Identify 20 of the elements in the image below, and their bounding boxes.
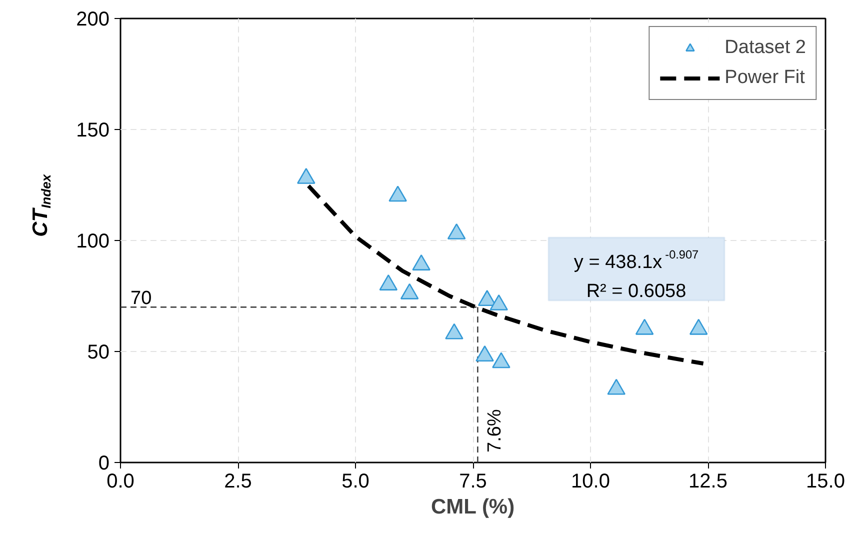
legend-label: Dataset 2 xyxy=(724,37,806,59)
x-tick-label: 0.0 xyxy=(106,470,134,492)
x-tick-label: 5.0 xyxy=(342,470,370,492)
y-tick-label: 150 xyxy=(76,120,110,142)
ref-line-label: 70 xyxy=(130,288,152,310)
ref-line-label: 7.6% xyxy=(484,409,506,452)
y-tick-label: 100 xyxy=(76,230,110,252)
y-tick-label: 0 xyxy=(98,452,110,474)
y-tick-label: 200 xyxy=(76,8,110,30)
x-tick-label: 10.0 xyxy=(571,470,610,492)
legend-label: Power Fit xyxy=(724,67,805,89)
line-series xyxy=(306,184,706,366)
x-axis-title: CML (%) xyxy=(431,496,515,518)
y-tick-label: 50 xyxy=(87,342,110,364)
x-tick-label: 15.0 xyxy=(806,470,845,492)
x-tick-label: 12.5 xyxy=(688,470,728,492)
y-axis-title: CTIndex xyxy=(29,174,54,237)
x-tick-label: 7.5 xyxy=(459,470,487,492)
annotation: R² = 0.6058 xyxy=(586,281,686,302)
x-tick-label: 2.5 xyxy=(224,470,252,492)
